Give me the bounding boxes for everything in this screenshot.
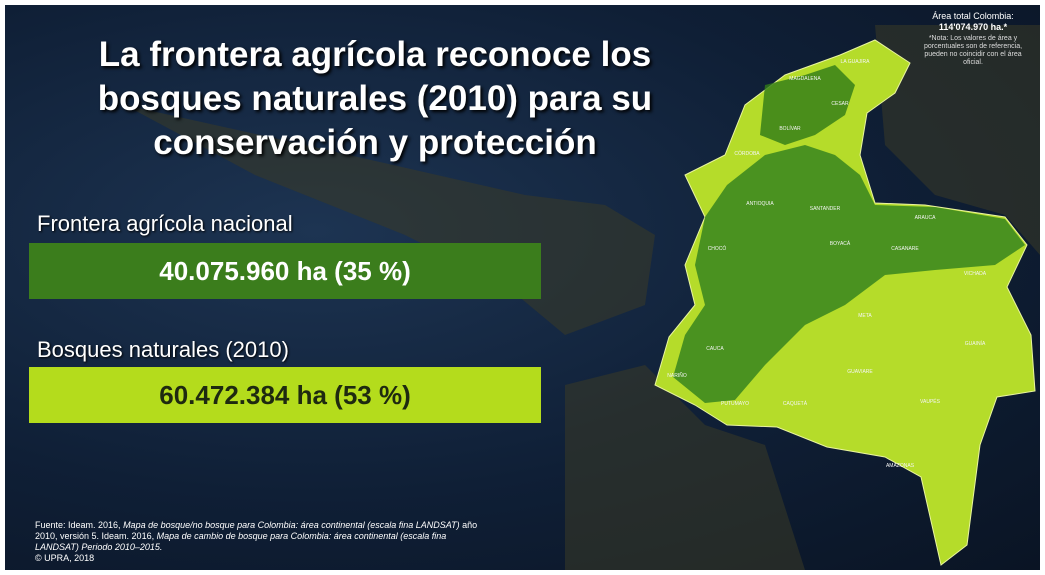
total-value: 114'074.970 ha.* (939, 22, 1007, 32)
map-label: GUAVIARE (847, 369, 873, 375)
map-label: CÓRDOBA (734, 150, 760, 157)
map-label: CAQUETÁ (783, 400, 808, 407)
slide: LA GUAJIRA MAGDALENA CESAR BOLÍVAR CÓRDO… (5, 5, 1040, 570)
source: Fuente: Ideam. 2016, Mapa de bosque/no b… (35, 520, 485, 564)
stat-value: 40.075.960 ha (35 %) (29, 243, 541, 299)
map-label: AMAZONAS (886, 463, 915, 469)
map-label: BOYACÁ (830, 240, 851, 247)
map-label: VICHADA (964, 271, 987, 277)
total-note: *Nota: Los valores de área y porcentuale… (914, 35, 1032, 67)
map-label: NARIÑO (667, 372, 687, 379)
credit: © UPRA, 2018 (35, 553, 94, 563)
source-text: Fuente: Ideam. 2016, (35, 520, 123, 530)
map-label: MAGDALENA (789, 76, 821, 82)
total-label: Área total Colombia: (932, 11, 1014, 21)
source-text: Mapa de bosque/no bosque para Colombia: … (123, 520, 460, 530)
map-label: PUTUMAYO (721, 401, 749, 407)
map-label: ARAUCA (915, 215, 937, 221)
title-line: bosques naturales (2010) para su (15, 77, 735, 121)
page: LA GUAJIRA MAGDALENA CESAR BOLÍVAR CÓRDO… (0, 0, 1045, 575)
map-label: LA GUAJIRA (841, 59, 871, 65)
stat-value: 60.472.384 ha (53 %) (29, 367, 541, 423)
map-label: ANTIOQUIA (746, 201, 774, 207)
title-line: La frontera agrícola reconoce los (15, 33, 735, 77)
map-label: VAUPÉS (920, 398, 941, 405)
map-label: GUAINÍA (965, 340, 986, 347)
map-label: BOLÍVAR (779, 125, 801, 132)
map-label: CESAR (831, 101, 849, 107)
map-label: CASANARE (891, 246, 919, 252)
total-area: Área total Colombia: 114'074.970 ha.* *N… (914, 11, 1032, 67)
map-label: CAUCA (706, 346, 724, 352)
map-label: SANTANDER (810, 206, 841, 212)
stat-label: Frontera agrícola nacional (37, 211, 293, 237)
map-label: META (858, 313, 872, 319)
title-line: conservación y protección (15, 121, 735, 165)
map-label: CHOCÓ (708, 245, 727, 252)
stat-label: Bosques naturales (2010) (37, 337, 289, 363)
